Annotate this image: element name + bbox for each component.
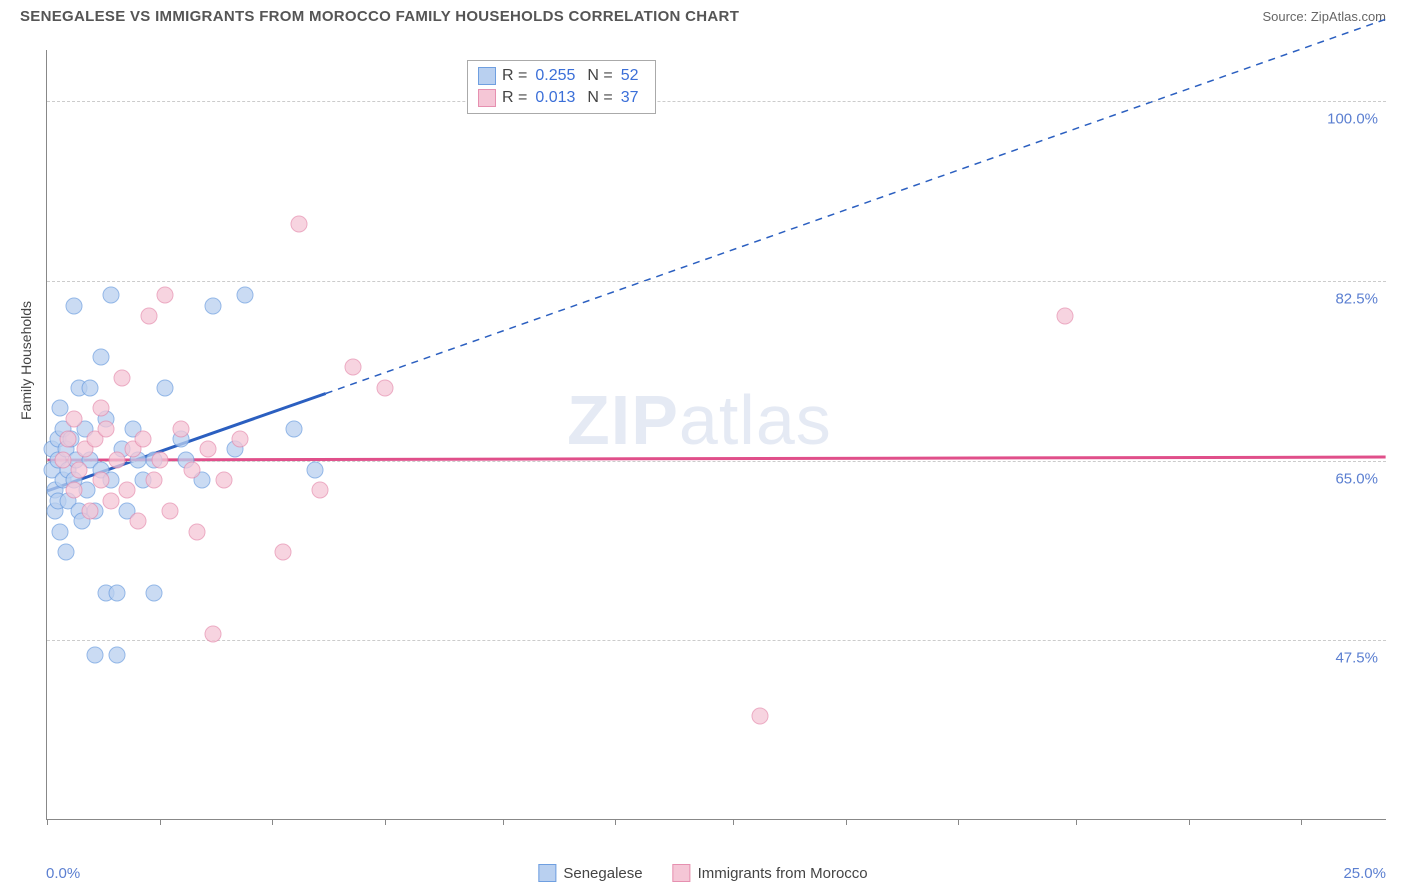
data-point — [205, 297, 222, 314]
data-point — [376, 379, 393, 396]
y-axis-label: Family Households — [18, 301, 34, 420]
legend-row: R = 0.255 N = 52 — [478, 65, 645, 87]
x-axis-max-label: 25.0% — [1343, 865, 1386, 882]
data-point — [87, 646, 104, 663]
x-tick — [958, 819, 959, 825]
y-tick-label: 100.0% — [1327, 111, 1378, 128]
y-tick-label: 65.0% — [1335, 470, 1378, 487]
data-point — [237, 287, 254, 304]
legend-swatch — [538, 864, 556, 882]
legend-swatch — [673, 864, 691, 882]
data-point — [103, 492, 120, 509]
data-point — [92, 349, 109, 366]
data-point — [60, 431, 77, 448]
legend-r-label: R = — [502, 89, 527, 107]
legend-r-value: 0.013 — [535, 89, 575, 107]
gridline — [47, 281, 1386, 282]
data-point — [92, 400, 109, 417]
data-point — [65, 297, 82, 314]
data-point — [65, 410, 82, 427]
data-point — [108, 646, 125, 663]
legend-n-label: N = — [587, 89, 612, 107]
legend-swatch — [478, 89, 496, 107]
data-point — [146, 472, 163, 489]
gridline — [47, 640, 1386, 641]
legend-r-label: R = — [502, 67, 527, 85]
data-point — [146, 585, 163, 602]
data-point — [199, 441, 216, 458]
data-point — [1057, 307, 1074, 324]
y-tick-label: 82.5% — [1335, 291, 1378, 308]
data-point — [57, 544, 74, 561]
data-point — [215, 472, 232, 489]
legend-series-label: Immigrants from Morocco — [698, 865, 868, 882]
data-point — [119, 482, 136, 499]
x-tick — [385, 819, 386, 825]
regression-lines — [47, 50, 1386, 819]
data-point — [55, 451, 72, 468]
data-point — [65, 482, 82, 499]
data-point — [162, 503, 179, 520]
data-point — [156, 287, 173, 304]
data-point — [108, 451, 125, 468]
data-point — [344, 359, 361, 376]
data-point — [183, 461, 200, 478]
data-point — [103, 287, 120, 304]
chart-title: SENEGALESE VS IMMIGRANTS FROM MOROCCO FA… — [20, 8, 739, 25]
data-point — [92, 472, 109, 489]
x-tick — [1076, 819, 1077, 825]
data-point — [290, 215, 307, 232]
data-point — [307, 461, 324, 478]
data-point — [97, 420, 114, 437]
x-tick — [615, 819, 616, 825]
x-tick — [272, 819, 273, 825]
x-axis-min-label: 0.0% — [46, 865, 80, 882]
data-point — [189, 523, 206, 540]
data-point — [285, 420, 302, 437]
legend-n-value: 37 — [621, 89, 639, 107]
legend-r-value: 0.255 — [535, 67, 575, 85]
legend-n-label: N = — [587, 67, 612, 85]
data-point — [156, 379, 173, 396]
data-point — [135, 431, 152, 448]
data-point — [231, 431, 248, 448]
x-tick — [1301, 819, 1302, 825]
data-point — [173, 420, 190, 437]
correlation-legend: R = 0.255 N = 52 R = 0.013 N = 37 — [467, 60, 656, 114]
x-tick — [1189, 819, 1190, 825]
data-point — [52, 523, 69, 540]
data-point — [108, 585, 125, 602]
data-point — [71, 461, 88, 478]
scatter-chart: ZIPatlas R = 0.255 N = 52 R = 0.013 N = 37 47.5… — [46, 50, 1386, 820]
watermark: ZIPatlas — [567, 380, 832, 460]
x-tick — [160, 819, 161, 825]
legend-row: R = 0.013 N = 37 — [478, 87, 645, 109]
data-point — [81, 503, 98, 520]
legend-swatch — [478, 67, 496, 85]
legend-series-label: Senegalese — [563, 865, 642, 882]
data-point — [751, 708, 768, 725]
data-point — [312, 482, 329, 499]
x-tick — [503, 819, 504, 825]
data-point — [81, 379, 98, 396]
data-point — [114, 369, 131, 386]
gridline — [47, 461, 1386, 462]
data-point — [140, 307, 157, 324]
data-point — [274, 544, 291, 561]
x-tick — [846, 819, 847, 825]
gridline — [47, 101, 1386, 102]
series-legend: Senegalese Immigrants from Morocco — [538, 864, 867, 882]
source-attribution: Source: ZipAtlas.com — [1262, 9, 1386, 24]
data-point — [130, 513, 147, 530]
legend-item: Immigrants from Morocco — [673, 864, 868, 882]
data-point — [205, 626, 222, 643]
x-tick — [733, 819, 734, 825]
legend-n-value: 52 — [621, 67, 639, 85]
x-tick — [47, 819, 48, 825]
data-point — [151, 451, 168, 468]
y-tick-label: 47.5% — [1335, 650, 1378, 667]
legend-item: Senegalese — [538, 864, 642, 882]
